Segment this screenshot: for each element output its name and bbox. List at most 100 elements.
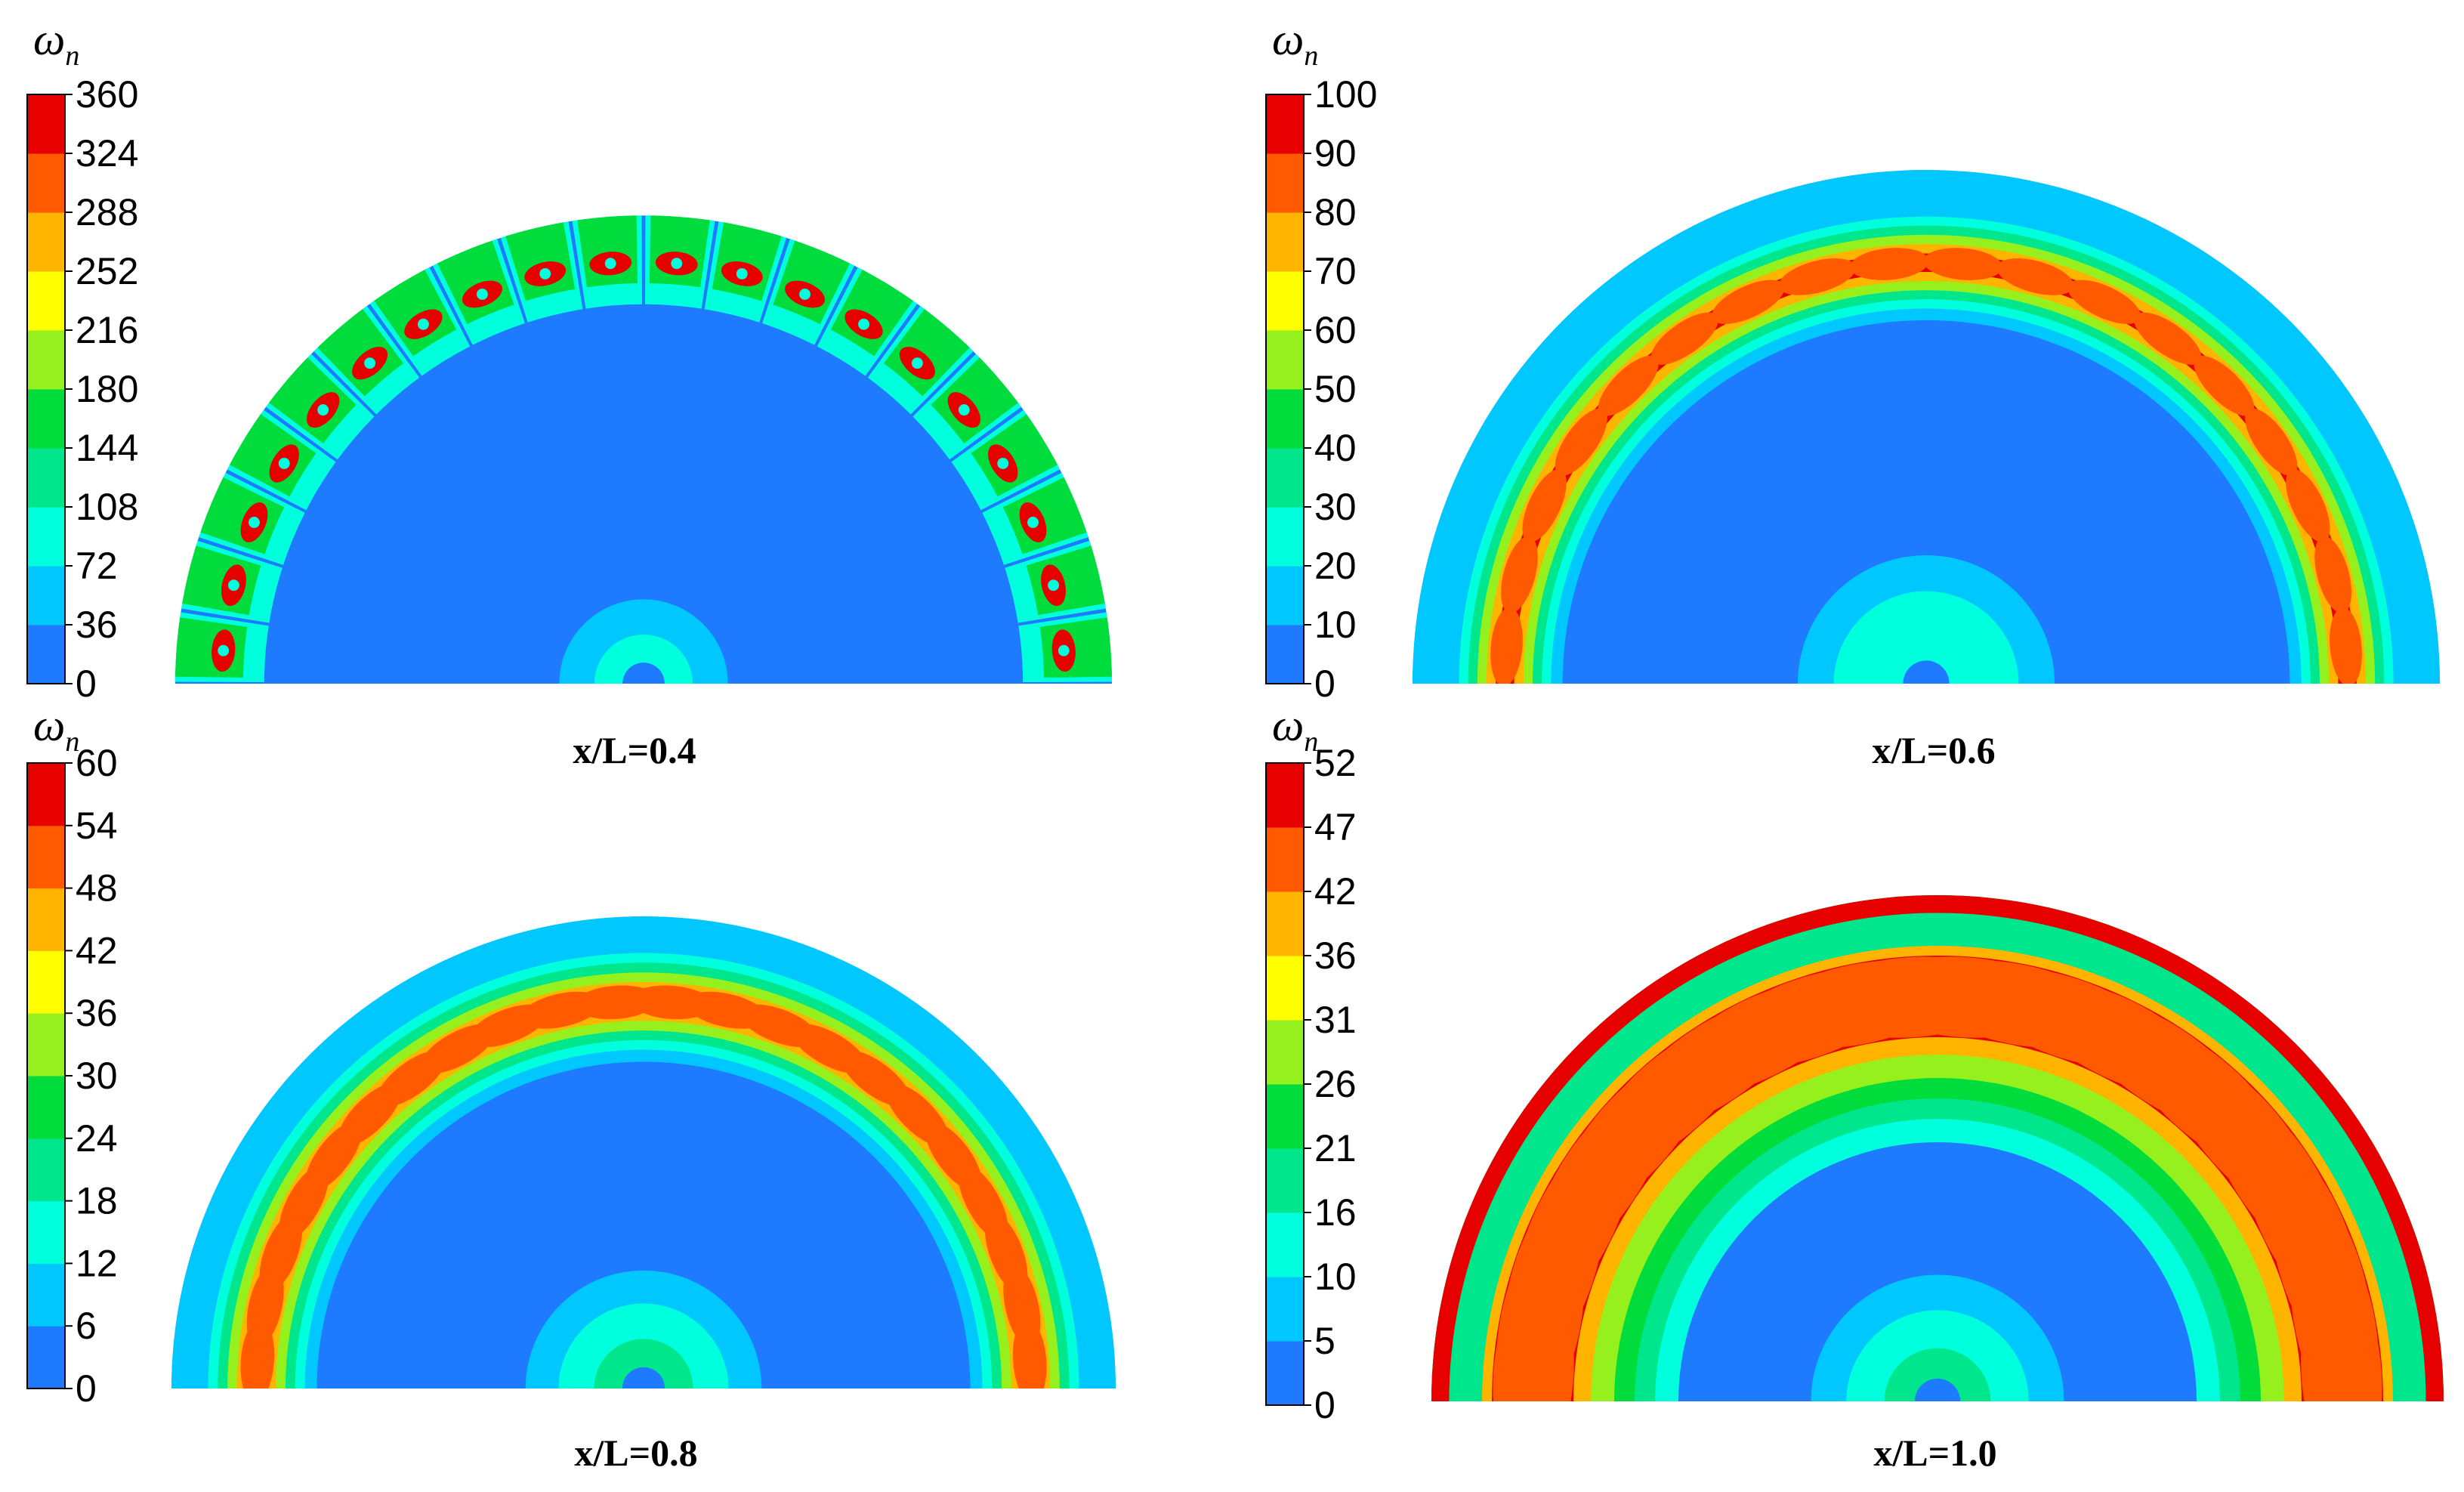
colorbar-tick-label: 21 [1314,1127,1357,1169]
center-contour [622,1367,665,1389]
colorbar-ticks-1: 0 36 72 108 144 180 216 252 288 324 360 [65,73,138,705]
colorbar-band-10 [27,94,65,154]
colorbar-tick-label: 288 [76,191,138,233]
colorbar-title-3: ωn [33,700,79,758]
vortex-eye [418,318,429,330]
colorbar-title-4: ωn [1272,700,1318,758]
vortex-cell-inner [175,616,248,678]
colorbar-tick-label: 30 [76,1055,118,1097]
vortex-core [1501,536,1538,613]
colorbar-band-8 [27,212,65,272]
colorbar-tick-label: 30 [1314,486,1357,528]
colorbar-tick-label: 36 [1314,934,1357,977]
colorbar-tick-label: 50 [1314,368,1357,410]
vortex-eye [604,258,616,270]
colorbar-tick-label: 144 [76,427,138,469]
panel-x-l-0-8: ωn 0 6 12 18 24 30 36 42 48 54 60 x/L=0.8 [26,700,1116,1474]
colorbar-band-8 [1266,212,1304,272]
center-contour [1914,1378,1961,1401]
colorbar-tick-label: 180 [76,368,138,410]
vortex-eye [477,289,488,300]
colorbar-tick-label: 26 [1314,1063,1357,1105]
center-contour [594,634,693,684]
colorbar-band-1 [27,1326,65,1389]
vortex-core [1712,280,1785,324]
vortex-core [2330,607,2362,684]
colorbar-band-6 [1266,1020,1304,1085]
colorbar-band-7 [1266,956,1304,1021]
colorbar-tick-label: 48 [76,867,118,910]
colorbar-tick-label: 6 [76,1305,97,1347]
vortex-eye [671,258,683,270]
colorbar-band-6 [1266,330,1304,390]
colorbar-tick-label: 252 [76,250,138,292]
colorbar-band-6 [27,1013,65,1077]
vortex-eye [227,579,239,592]
vortex-core [2067,280,2141,324]
center-contour [1903,660,1950,684]
colorbar-tick-label: 0 [1314,663,1335,705]
colorbar-tick-label: 12 [76,1242,118,1284]
vortex-eye [997,458,1009,469]
vortex-core [1490,607,1523,684]
colorbar-tick-label: 60 [1314,309,1357,351]
vortex-eye [1048,579,1060,592]
colorbar-tick-label: 54 [76,805,118,847]
colorbar-band-9 [27,153,65,213]
center-contour [1884,1348,1991,1401]
vortex-core [2134,312,2202,365]
colorbar-1 [26,94,66,684]
colorbar-band-2 [27,1263,65,1327]
colorbar-tick-label: 20 [1314,545,1357,587]
colorbar-tick-label: 108 [76,486,138,528]
colorbar-band-5 [27,1076,65,1139]
vortex-eye [858,318,869,330]
colorbar-ticks-4: 0 5 10 16 21 26 31 36 42 47 52 [1304,742,1357,1426]
vortex-core [1598,355,1659,416]
colorbar-band-9 [27,825,65,889]
colorbar-tick-label: 324 [76,132,138,175]
colorbar-band-8 [27,888,65,951]
vortex-cell-inner [773,236,852,325]
colorbar-tick-label: 47 [1314,806,1357,848]
colorbar-2 [1265,94,1305,684]
colorbar-band-9 [1266,153,1304,213]
colorbar-band-3 [1266,1212,1304,1277]
colorbar-band-7 [27,950,65,1014]
vortex-eye [278,458,290,469]
vortex-eye [911,357,923,369]
vortex-eye [1027,517,1039,528]
colorbar-tick-label: 36 [76,604,118,646]
panel-x-l-1-0: ωn 0 5 10 16 21 26 31 36 42 47 52 x/L=1.0 [1265,700,2444,1474]
colorbar-band-4 [27,448,65,508]
contour-plot-2 [1413,170,2440,684]
vortex-eye [218,644,230,656]
colorbar-band-6 [27,330,65,390]
vortex-core [2286,469,2330,542]
vortex-core [1493,1274,1574,1401]
vortex-core [1996,258,2074,295]
vortex-cell-inner [1039,616,1112,678]
colorbar-ticks-2: 0 10 20 30 40 50 60 70 80 90 100 [1304,73,1377,705]
colorbar-tick-label: 0 [76,663,97,705]
colorbar-band-1 [1266,625,1304,684]
center-contour [1872,629,1981,684]
colorbar-tick-label: 52 [1314,742,1357,784]
colorbar-title-1: ωn [33,14,79,72]
colorbar-band-5 [1266,1084,1304,1149]
colorbar-band-7 [27,271,65,331]
vortex-core [2245,408,2298,476]
colorbar-band-10 [27,763,65,826]
colorbar-tick-label: 31 [1314,999,1357,1041]
vortex-core [1555,408,1607,476]
vortex-eye [958,404,970,416]
colorbar-band-3 [27,507,65,567]
colorbar-band-8 [1266,891,1304,956]
colorbar-band-3 [27,1200,65,1264]
colorbar-tick-label: 16 [1314,1191,1357,1234]
center-contour [594,1339,693,1389]
panel-x-l-0-4: ωn 0 36 72 108 144 180 216 252 288 324 360 x/L=0.4 [26,14,1112,771]
contour-plot-1 [175,215,1112,684]
contour-plot-4 [1431,895,2444,1401]
colorbar-band-2 [1266,1277,1304,1342]
